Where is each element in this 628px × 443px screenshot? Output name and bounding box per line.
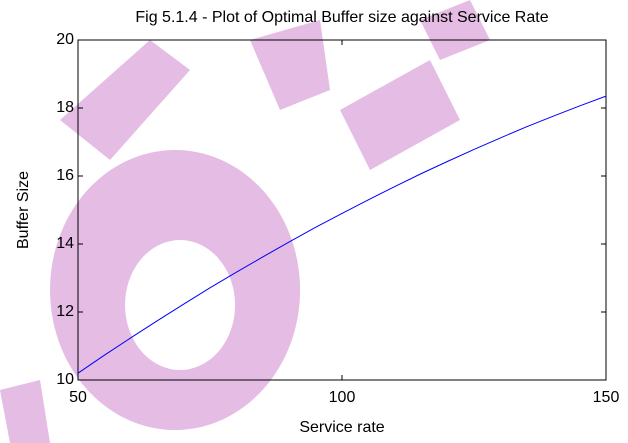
- chart-title: Fig 5.1.4 - Plot of Optimal Buffer size …: [135, 9, 548, 26]
- chart: Fig 5.1.4 - Plot of Optimal Buffer size …: [0, 0, 628, 443]
- y-tick-label: 14: [56, 235, 74, 252]
- y-tick-label: 18: [56, 99, 74, 116]
- y-tick-label: 10: [56, 371, 74, 388]
- y-axis-label: Buffer Size: [15, 171, 32, 249]
- x-tick-label: 50: [69, 389, 87, 406]
- x-tick-label: 150: [593, 389, 620, 406]
- y-tick-label: 16: [56, 167, 74, 184]
- x-tick-label: 100: [329, 389, 356, 406]
- y-tick-label: 20: [56, 31, 74, 48]
- x-axis-label: Service rate: [299, 419, 384, 436]
- y-tick-label: 12: [56, 303, 74, 320]
